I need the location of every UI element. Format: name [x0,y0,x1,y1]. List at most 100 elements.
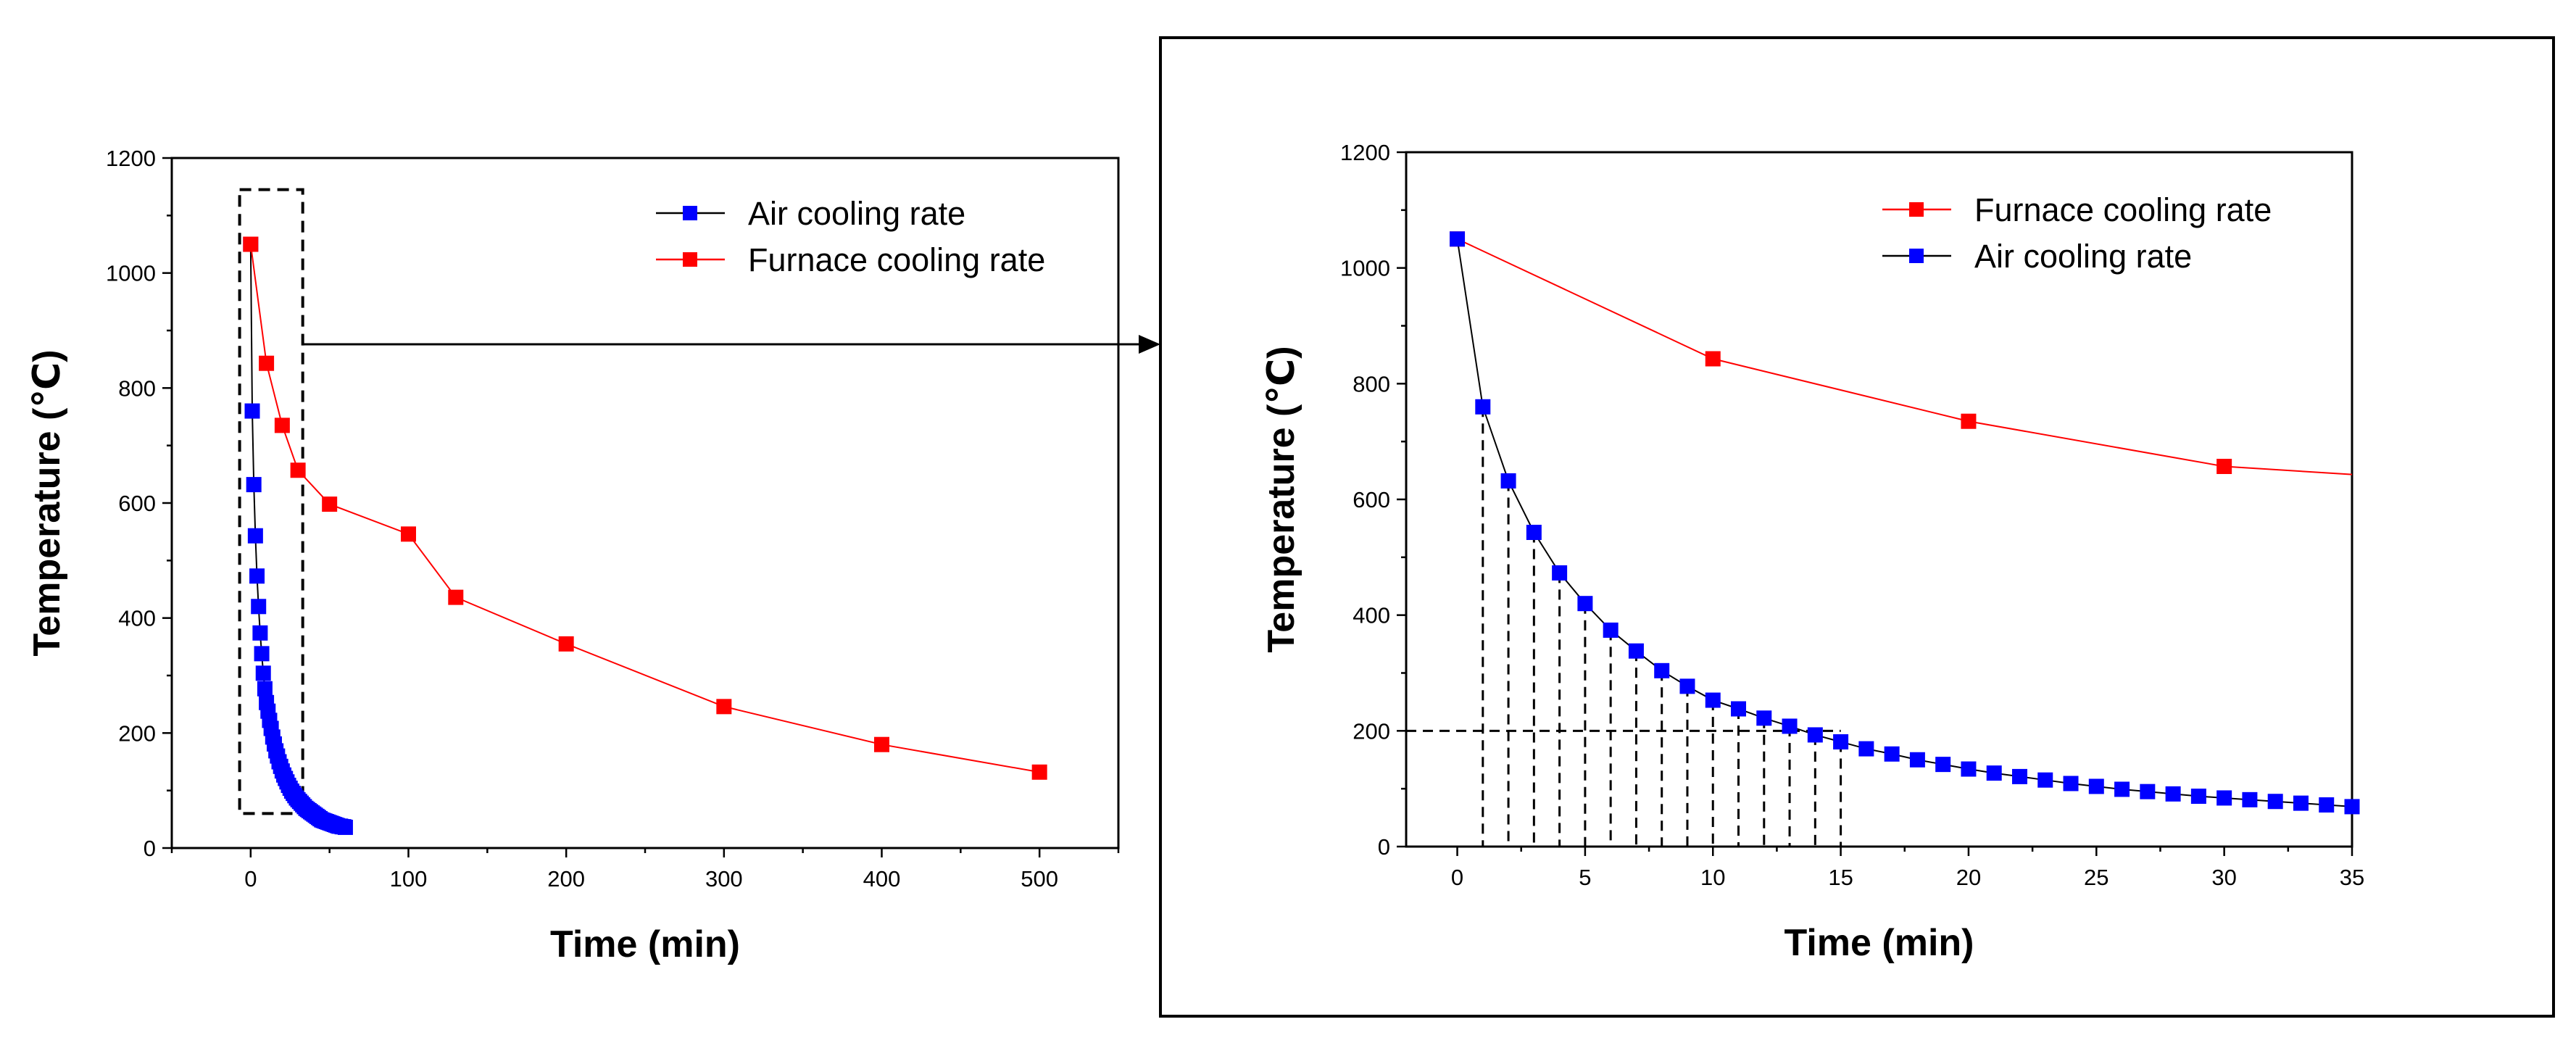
p2-air-point [2063,776,2079,791]
overview-axis-ticks [162,157,1120,857]
p2-furnace-point [1961,413,1977,429]
overview-legend-furnace-marker [683,252,697,267]
zoom-legend-air-marker [1909,249,1924,263]
p1-air-point [249,568,265,584]
zoom-series [1450,231,2360,815]
p1-air-point [337,819,353,835]
p2-air-point [1807,727,1823,743]
p2-y-tick-label: 1000 [1340,256,1390,281]
p2-furnace-point [1705,351,1721,367]
overview-legend-air-label: Air cooling rate [748,195,965,232]
p1-furnace-line [249,244,1040,773]
zoom-plot-frame [1405,151,2353,848]
zoom-tick-labels: 0 5 10 15 20 25 30 35 0 200 400 600 800 1000 1200 [1340,140,2364,890]
overview-legend-entry-air: Air cooling rate [656,195,965,232]
p1-x-tick-label: 400 [863,866,901,892]
p1-furnace-point [259,355,275,371]
p1-y-tick-label: 1000 [106,261,156,286]
overview-annotations [238,188,1160,815]
p1-air-point [251,599,267,615]
p2-air-point [1628,643,1644,659]
p2-x-tick-label: 20 [1956,865,1981,890]
overview-legend: Air cooling rate Furnace cooling rate [656,195,1045,278]
p2-x-tick-label: 30 [2211,865,2236,890]
p2-x-tick-label: 5 [1579,865,1591,890]
p2-air-point [2344,799,2360,815]
p1-furnace-point [401,526,416,542]
p1-furnace-point [274,417,290,433]
p2-y-tick-label: 600 [1353,487,1390,512]
p2-air-point [1731,701,1747,717]
p1-air-line [249,244,346,828]
p2-x-tick-label: 10 [1700,865,1725,890]
p1-y-tick-label: 400 [118,606,156,631]
zoom-region-box [238,188,304,815]
p2-air-point [1858,741,1874,757]
p2-air-point [1603,622,1619,638]
p1-x-tick-label: 100 [390,866,428,892]
zoom-reference-lines [1406,407,1842,847]
p2-air-point [2037,772,2053,788]
p2-x-tick-label: 15 [1828,865,1853,890]
p2-furnace-point [2216,458,2232,474]
p1-air-point [246,477,262,493]
p2-air-point [1884,746,1900,762]
p2-air-point [2190,789,2206,805]
overview-legend-air-marker [683,206,697,220]
p2-y-tick-label: 400 [1353,603,1390,628]
p1-air-point [257,681,273,697]
overview-tick-labels: 0 100 200 300 400 500 0 200 400 600 800 1000 1200 [106,146,1058,892]
zoom-legend-furnace-marker [1909,202,1924,217]
p2-y-tick-label: 0 [1378,834,1390,860]
p2-air-point [2293,795,2309,811]
p2-air-point [1935,757,1951,773]
p2-air-point [1705,692,1721,708]
p1-air-point [247,528,263,544]
zoom-legend-entry-air: Air cooling rate [1882,238,2192,275]
p2-air-point [1909,752,1925,768]
overview-x-axis-title: Time (min) [550,923,740,965]
p1-y-tick-label: 0 [144,836,156,861]
p1-y-tick-label: 1200 [106,146,156,171]
p2-air-point [1986,765,2002,781]
zoom-arrow-head [1139,335,1160,354]
overview-chart: 0 100 200 300 400 500 0 200 400 600 800 1000 1200 Ti… [26,146,1160,965]
p1-y-tick-label: 200 [118,720,156,746]
p2-air-point [2216,790,2232,806]
p1-x-tick-label: 500 [1021,866,1058,892]
p2-air-point [2319,797,2335,813]
p2-air-point [1475,399,1491,415]
p2-air-line [1456,238,2353,807]
p1-furnace-point [243,236,259,252]
p2-air-point [1654,662,1670,678]
p2-air-point [1679,678,1695,694]
p1-furnace-point [290,462,306,478]
p1-x-tick-label: 0 [244,866,257,892]
p1-furnace-point [874,736,889,752]
p1-air-point [254,646,270,662]
zoom-panel-frame [1159,36,2555,1018]
p1-y-tick-label: 600 [118,491,156,516]
overview-y-axis-title: Temperature (℃) [26,349,68,656]
p1-furnace-point [558,636,574,652]
zoom-x-axis-title: Time (min) [1784,922,1974,964]
zoom-chart: 0 5 10 15 20 25 30 35 0 200 400 600 800 1000 1200 Time… [1260,140,2364,964]
p1-furnace-point [322,496,338,512]
p2-air-point [1833,734,1849,750]
p1-y-tick-label: 800 [118,375,156,401]
p2-air-point [2088,778,2104,794]
p2-air-point [2011,768,2027,784]
p1-x-tick-label: 200 [547,866,585,892]
p1-furnace-point [448,589,464,605]
p2-furnace-line [1457,238,2353,475]
p2-air-point [1782,718,1798,734]
p1-x-tick-label: 300 [705,866,743,892]
p2-air-point [1526,525,1542,541]
p2-air-point [1450,231,1466,247]
zoom-legend-entry-furnace: Furnace cooling rate [1882,191,2272,228]
p1-furnace-point [716,699,732,715]
p2-x-tick-label: 0 [1451,865,1463,890]
overview-legend-entry-furnace: Furnace cooling rate [656,241,1045,278]
